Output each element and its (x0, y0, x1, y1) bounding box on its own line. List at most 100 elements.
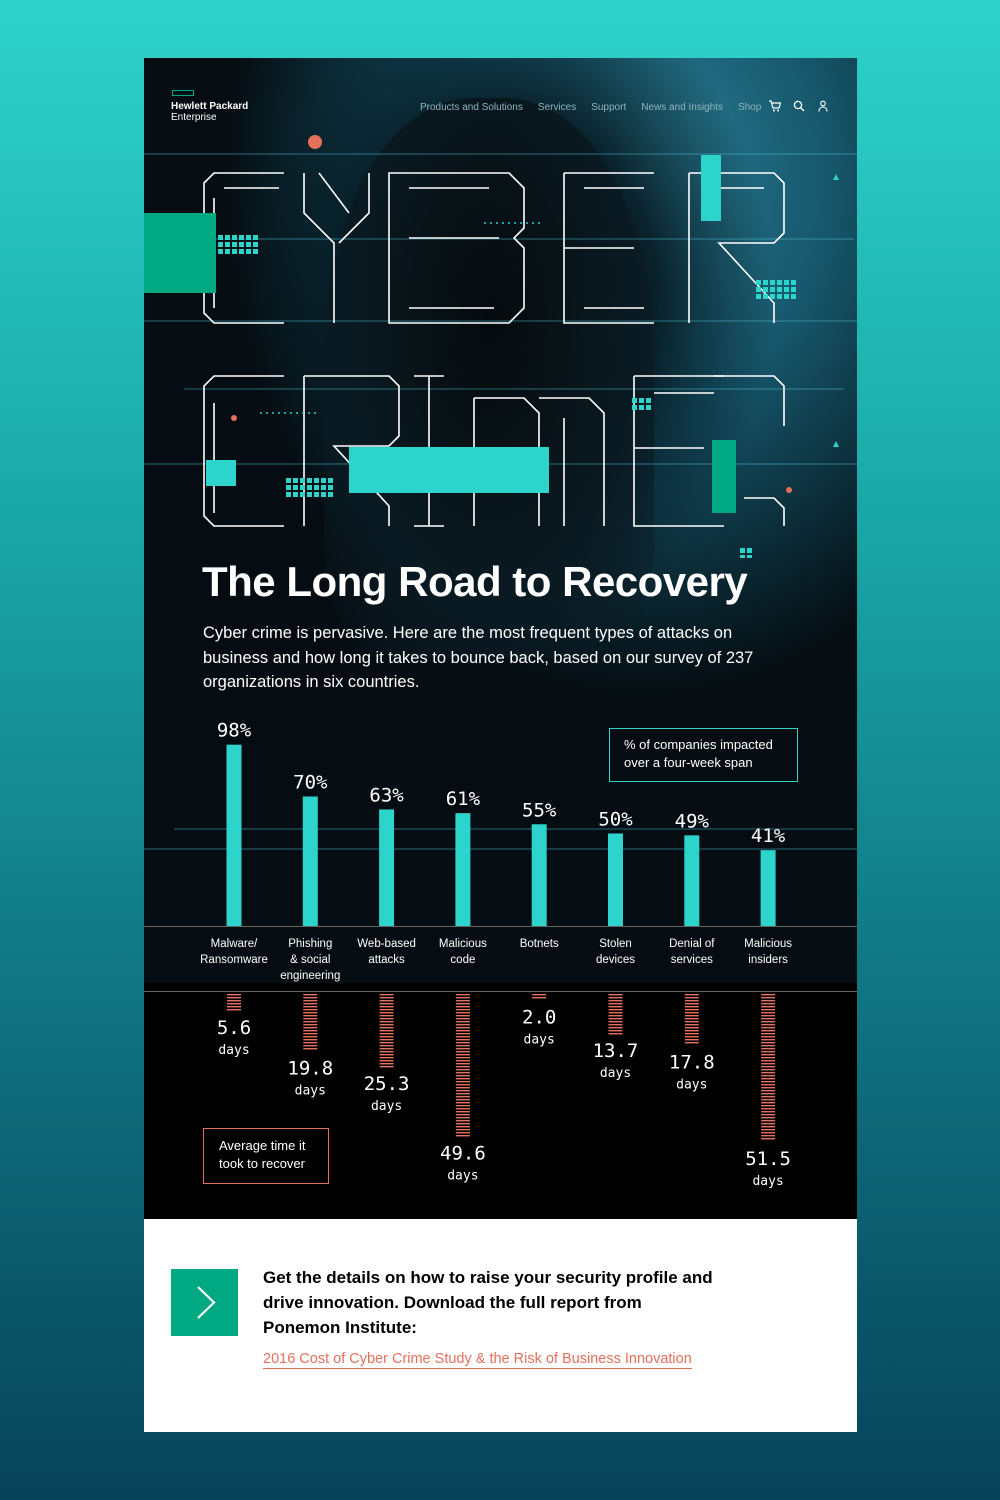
recovery-bar-stripe (685, 1003, 699, 1004)
recovery-bar-stripe (303, 1012, 317, 1013)
recovery-bar-stripe (685, 1027, 699, 1028)
recovery-bar-stripe (380, 1039, 394, 1040)
recovery-bar-stripe (303, 1006, 317, 1007)
recovery-bar-stripe (685, 1009, 699, 1010)
recovery-bar-stripe (303, 1045, 317, 1046)
impact-value-label: 49% (675, 810, 710, 832)
recovery-bar-stripe (227, 994, 241, 995)
recovery-bar-stripe (761, 1081, 775, 1082)
impact-bar (227, 745, 242, 926)
impact-bar (455, 813, 470, 926)
recovery-bar-stripe (303, 1039, 317, 1040)
recovery-bar-stripe (380, 1003, 394, 1004)
recovery-bar-stripe (456, 1024, 470, 1025)
recovery-unit-label: days (752, 1174, 783, 1189)
recovery-bar-stripe (303, 1003, 317, 1004)
recovery-bar-stripe (303, 1021, 317, 1022)
recovery-bar-stripe (456, 1081, 470, 1082)
recovery-bar-stripe (456, 1042, 470, 1043)
recovery-bar-stripe (380, 1030, 394, 1031)
recovery-bar-stripe (456, 1099, 470, 1100)
cta-arrow-button[interactable] (171, 1269, 238, 1336)
recovery-bar-stripe (685, 1018, 699, 1019)
impact-bar (761, 850, 776, 926)
recovery-bar-stripe (761, 1021, 775, 1022)
recovery-bar-stripe (456, 1015, 470, 1016)
recovery-bar-stripe (380, 1006, 394, 1007)
recovery-bar-stripe (532, 997, 546, 998)
category-label: Botnets (500, 936, 578, 952)
recovery-bar-stripe (456, 1021, 470, 1022)
recovery-bar-stripe (380, 1066, 394, 1067)
recovery-bar-stripe (380, 1009, 394, 1010)
recovery-bar (227, 994, 241, 1010)
cta-panel: Get the details on how to raise your sec… (144, 1219, 857, 1432)
recovery-bar-stripe (761, 997, 775, 998)
recovery-bar-stripe (380, 1063, 394, 1064)
recovery-bar-stripe (380, 1036, 394, 1037)
recovery-bar-stripe (761, 1135, 775, 1136)
impact-bar (684, 835, 699, 926)
recovery-bar-stripe (761, 1078, 775, 1079)
recovery-bar (456, 994, 470, 1136)
recovery-bar-stripe (609, 1033, 623, 1034)
recovery-value-label: 49.6 (440, 1142, 486, 1164)
recovery-bar-stripe (456, 1084, 470, 1085)
recovery-bar-stripe (456, 1117, 470, 1118)
recovery-bar-stripe (685, 1015, 699, 1016)
attack-chart: 98% 5.6 days 70% 19.8 days 63% 25.3 days 61% 49.6 d… (144, 58, 857, 1218)
recovery-bar-stripe (303, 1036, 317, 1037)
recovery-bar-stripe (761, 1108, 775, 1109)
recovery-bar-stripe (456, 1027, 470, 1028)
recovery-bar-stripe (227, 1003, 241, 1004)
impact-value-label: 70% (293, 772, 328, 794)
recovery-bar-stripe (456, 1054, 470, 1055)
recovery-bar-stripe (303, 1000, 317, 1001)
recovery-bar-stripe (227, 1000, 241, 1001)
recovery-bar-stripe (456, 1120, 470, 1121)
recovery-bar (609, 994, 623, 1034)
recovery-bar-stripe (761, 1105, 775, 1106)
recovery-bar-stripe (685, 1042, 699, 1043)
report-link[interactable]: 2016 Cost of Cyber Crime Study & the Ris… (263, 1351, 692, 1369)
recovery-bar-stripe (609, 1009, 623, 1010)
recovery-bar-stripe (303, 1018, 317, 1019)
recovery-bar-stripe (761, 1024, 775, 1025)
recovery-bar-stripe (227, 1006, 241, 1007)
chevron-right-icon (171, 1269, 238, 1336)
recovery-bar-stripe (303, 997, 317, 998)
recovery-bar-stripe (456, 1066, 470, 1067)
recovery-bar (532, 994, 546, 998)
impact-value-label: 55% (522, 799, 557, 821)
category-label: Web-based attacks (348, 936, 426, 968)
recovery-bar-stripe (761, 1099, 775, 1100)
recovery-bar-stripe (761, 1084, 775, 1085)
recovery-unit-label: days (218, 1043, 249, 1058)
recovery-bar-stripe (761, 1102, 775, 1103)
recovery-bar-stripe (761, 1132, 775, 1133)
recovery-bar-stripe (380, 1051, 394, 1052)
recovery-bar-stripe (685, 1033, 699, 1034)
recovery-bar-stripe (685, 1024, 699, 1025)
recovery-bar-stripe (761, 1120, 775, 1121)
recovery-bar-stripe (761, 994, 775, 995)
recovery-bar-stripe (456, 1078, 470, 1079)
recovery-value-label: 19.8 (287, 1057, 333, 1079)
recovery-bar-stripe (761, 1066, 775, 1067)
impact-value-label: 98% (217, 720, 252, 742)
recovery-bar-stripe (609, 1003, 623, 1004)
impact-bar (303, 797, 318, 927)
recovery-bar-stripe (761, 1042, 775, 1043)
recovery-bar-stripe (380, 997, 394, 998)
recovery-bar-stripe (761, 1030, 775, 1031)
recovery-bar-stripe (609, 997, 623, 998)
recovery-bar-stripe (303, 1009, 317, 1010)
recovery-bar-stripe (456, 1108, 470, 1109)
recovery-bar-stripe (761, 1063, 775, 1064)
recovery-bar-stripe (456, 1030, 470, 1031)
recovery-bar-stripe (761, 1012, 775, 1013)
recovery-bar-stripe (761, 1006, 775, 1007)
recovery-bar-stripe (761, 1087, 775, 1088)
recovery-bar (685, 994, 699, 1043)
recovery-bar-stripe (380, 1042, 394, 1043)
